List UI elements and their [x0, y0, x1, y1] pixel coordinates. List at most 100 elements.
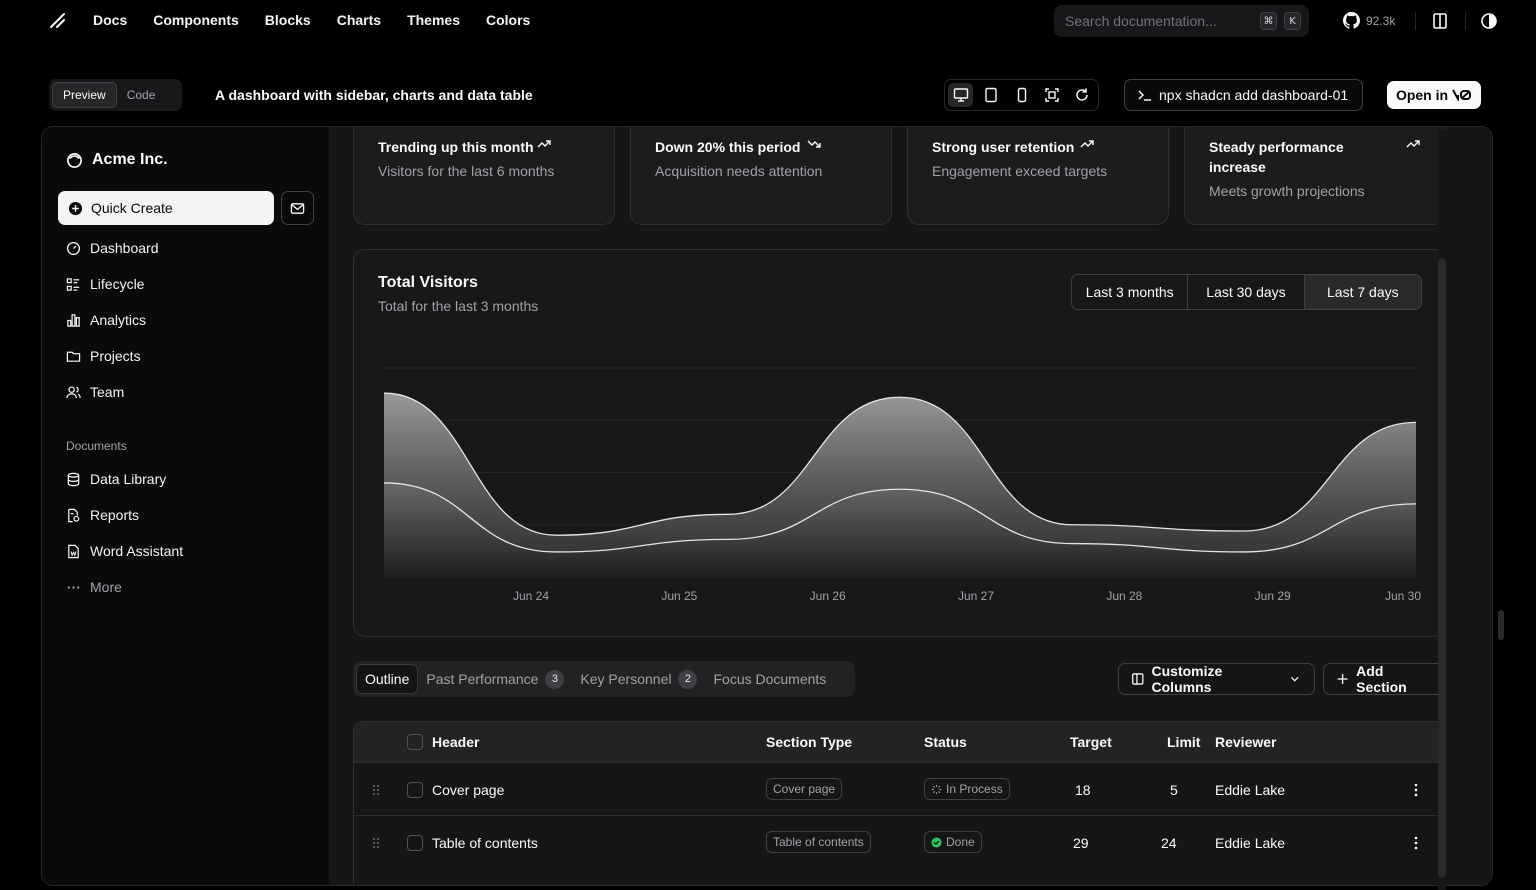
reviewer-value: Eddie Lake — [1215, 782, 1286, 798]
sidebar-layout-icon[interactable] — [1431, 12, 1449, 30]
customize-columns-button[interactable]: Customize Columns — [1118, 663, 1315, 695]
target-value[interactable]: 29 — [1073, 835, 1089, 851]
chart-title: Total Visitors — [378, 274, 478, 291]
desktop-view-button[interactable] — [948, 83, 974, 107]
range-last-30-days[interactable]: Last 30 days — [1188, 275, 1305, 309]
nav-charts[interactable]: Charts — [336, 12, 382, 28]
sidebar-item-label: Word Assistant — [90, 543, 184, 559]
circle-logo-icon — [67, 152, 82, 168]
sidebar-item-analytics[interactable]: Analytics — [66, 312, 146, 328]
divider — [1415, 12, 1416, 30]
divider — [1465, 12, 1466, 30]
card-title: Steady performance increase — [1209, 137, 1344, 177]
inbox-button[interactable] — [281, 191, 314, 225]
sidebar-item-data-library[interactable]: Data Library — [66, 471, 166, 487]
series-area-0 — [384, 393, 1416, 577]
x-tick-label: Jun 27 — [958, 589, 994, 603]
column-header[interactable]: Status — [924, 734, 967, 750]
loader-icon — [931, 784, 942, 794]
x-tick-label: Jun 25 — [661, 589, 697, 603]
kbd-cmd: ⌘ — [1260, 12, 1277, 30]
tab-past-performance[interactable]: Past Performance 3 — [418, 664, 572, 694]
preview-tab[interactable]: Preview — [52, 82, 117, 108]
column-header[interactable]: Section Type — [766, 734, 853, 750]
sidebar-item-word-assistant[interactable]: Word Assistant — [66, 543, 183, 559]
select-all-checkbox[interactable] — [407, 734, 423, 750]
tab-label: Past Performance — [426, 671, 539, 687]
limit-value[interactable]: 5 — [1170, 782, 1178, 798]
tab-outline[interactable]: Outline — [356, 664, 419, 694]
sidebar-item-lifecycle[interactable]: Lifecycle — [66, 276, 144, 292]
main-content: Trending up this month Visitors for the … — [329, 127, 1492, 885]
drag-handle-icon[interactable] — [372, 784, 380, 796]
limit-value[interactable]: 24 — [1161, 835, 1177, 851]
chart-subtitle: Total for the last 3 months — [378, 298, 539, 314]
card-subtitle: Visitors for the last 6 months — [378, 163, 555, 179]
sidebar-item-projects[interactable]: Projects — [66, 348, 141, 364]
card-title: Down 20% this period — [655, 139, 801, 155]
range-last-3-months[interactable]: Last 3 months — [1072, 275, 1189, 309]
more-vertical-icon[interactable] — [1413, 835, 1419, 851]
search-placeholder: Search documentation... — [1065, 13, 1217, 29]
nav-themes[interactable]: Themes — [407, 12, 460, 28]
code-tab[interactable]: Code — [126, 88, 156, 102]
x-tick-label: Jun 30 — [1385, 589, 1421, 603]
open-in-label: Open in — [1395, 87, 1449, 103]
column-header[interactable]: Reviewer — [1215, 734, 1277, 750]
tablet-view-button[interactable] — [978, 83, 1003, 107]
x-tick-label: Jun 24 — [513, 589, 549, 603]
refresh-button[interactable] — [1070, 83, 1095, 107]
column-header[interactable]: Header — [432, 734, 480, 750]
brand[interactable]: Acme Inc. — [66, 151, 168, 169]
column-header[interactable]: Target — [1070, 734, 1112, 750]
row-header[interactable]: Table of contents — [432, 835, 538, 851]
sidebar-item-label: Projects — [90, 348, 141, 364]
documents-group-label: Documents — [66, 439, 127, 453]
sidebar-item-more[interactable]: More — [66, 579, 122, 595]
top-navigation: Docs Components Blocks Charts Themes Col… — [0, 0, 1536, 42]
file-word-icon — [68, 544, 79, 558]
scrollbar-thumb[interactable] — [1438, 258, 1446, 878]
sidebar-item-reports[interactable]: Reports — [66, 507, 139, 523]
theme-toggle-icon[interactable] — [1480, 12, 1498, 30]
search-documentation-input[interactable]: Search documentation... ⌘ K — [1054, 5, 1309, 37]
tab-key-personnel[interactable]: Key Personnel 2 — [572, 664, 705, 694]
range-last-7-days[interactable]: Last 7 days — [1304, 275, 1421, 309]
page-scrollbar-thumb[interactable] — [1498, 610, 1504, 640]
table-row: Table of contents Table of contents Done… — [354, 815, 1445, 868]
target-value[interactable]: 18 — [1075, 782, 1091, 798]
x-tick-label: Jun 28 — [1106, 589, 1142, 603]
dashboard-preview-frame: Acme Inc. Quick Create Dashboard Lifecyc… — [41, 126, 1493, 886]
sidebar-item-dashboard[interactable]: Dashboard — [66, 240, 159, 256]
nav-blocks[interactable]: Blocks — [264, 12, 311, 28]
nav-components[interactable]: Components — [153, 12, 239, 28]
quick-create-button[interactable]: Quick Create — [58, 191, 274, 225]
drag-handle-icon[interactable] — [372, 837, 380, 849]
add-section-button[interactable]: Add Section — [1323, 663, 1446, 695]
mobile-view-button[interactable] — [1009, 83, 1034, 107]
data-table: Header Section Type Status Target Limit … — [353, 721, 1446, 885]
row-checkbox[interactable] — [407, 835, 423, 851]
open-in-v0-button[interactable]: Open in — [1387, 81, 1481, 109]
add-section-label: Add Section — [1356, 663, 1407, 695]
users-icon — [66, 385, 81, 398]
tablet-icon — [985, 87, 997, 103]
install-command: npx shadcn add dashboard-01 — [1159, 87, 1349, 103]
series-area-1 — [384, 482, 1416, 577]
fullscreen-button[interactable] — [1039, 83, 1064, 107]
nav-colors[interactable]: Colors — [486, 12, 531, 28]
card-title: Trending up this month — [378, 139, 534, 155]
tab-focus-documents[interactable]: Focus Documents — [705, 664, 834, 694]
refresh-icon — [1076, 88, 1089, 101]
nav-docs[interactable]: Docs — [93, 12, 128, 28]
row-checkbox[interactable] — [407, 782, 423, 798]
column-header[interactable]: Limit — [1167, 734, 1201, 750]
row-header[interactable]: Cover page — [432, 782, 505, 798]
more-vertical-icon[interactable] — [1413, 782, 1419, 798]
github-link[interactable]: 92.3k — [1343, 12, 1395, 29]
sidebar-item-label: Lifecycle — [90, 276, 145, 292]
sidebar-item-team[interactable]: Team — [66, 384, 124, 400]
install-command-button[interactable]: npx shadcn add dashboard-01 — [1124, 79, 1363, 111]
shadcn-logo-icon[interactable] — [47, 11, 67, 31]
github-icon — [1343, 12, 1360, 29]
